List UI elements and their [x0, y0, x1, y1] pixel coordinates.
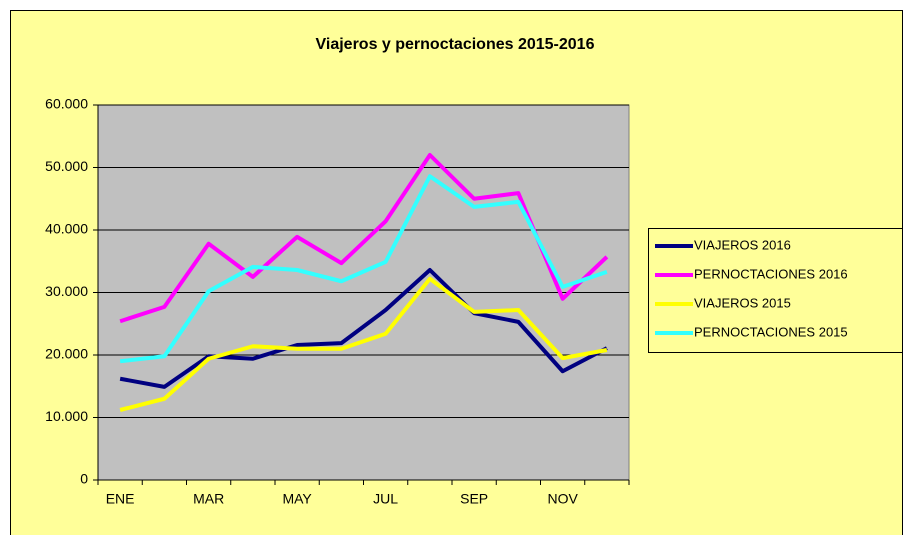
- legend-label: PERNOCTACIONES 2016: [694, 266, 848, 281]
- series-line: [119, 174, 608, 364]
- x-tick-label: MAR: [193, 491, 224, 507]
- y-tick-label: 40.000: [45, 221, 88, 237]
- x-tick-label: MAY: [282, 491, 312, 507]
- legend-label: VIAJEROS 2015: [694, 295, 791, 310]
- y-tick-label: 60.000: [45, 96, 88, 112]
- legend-label: VIAJEROS 2016: [694, 237, 791, 252]
- chart-title: Viajeros y pernoctaciones 2015-2016: [316, 36, 595, 53]
- y-tick-label: 10.000: [45, 408, 88, 424]
- series-line: [119, 268, 608, 389]
- y-tick-label: 0: [80, 471, 88, 487]
- x-tick-label: SEP: [460, 491, 488, 507]
- y-tick-label: 30.000: [45, 283, 88, 299]
- x-tick-label: ENE: [106, 491, 135, 507]
- series-line: [119, 276, 608, 412]
- series-line: [119, 153, 609, 324]
- legend-label: PERNOCTACIONES 2015: [694, 324, 848, 339]
- x-tick-label: JUL: [373, 491, 398, 507]
- x-tick-label: NOV: [547, 491, 578, 507]
- y-tick-label: 20.000: [45, 346, 88, 362]
- y-tick-label: 50.000: [45, 158, 88, 174]
